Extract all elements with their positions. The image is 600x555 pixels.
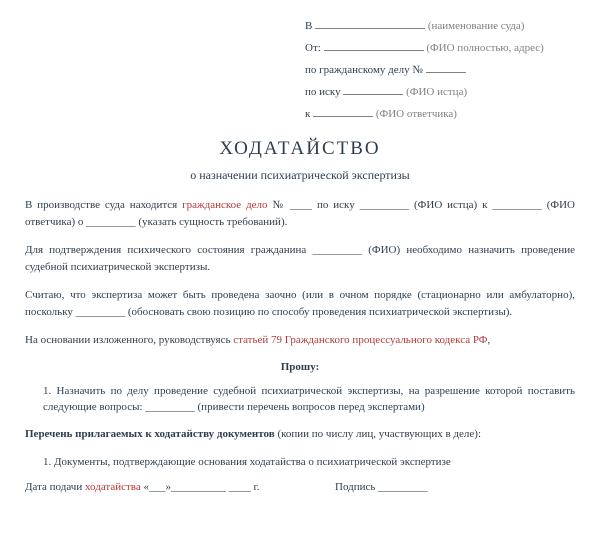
plaintiff-blank bbox=[343, 94, 403, 95]
from-blank bbox=[324, 50, 424, 51]
case-number-line: по гражданскому делу № bbox=[305, 64, 575, 76]
footer-signature: Подпись _________ bbox=[335, 481, 428, 493]
court-name-line: В (наименование суда) bbox=[305, 20, 575, 32]
p4-text-b: , bbox=[488, 334, 491, 346]
court-hint: (наименование суда) bbox=[428, 20, 525, 32]
court-blank bbox=[315, 28, 425, 29]
footer-red-link: ходатайства bbox=[85, 481, 141, 493]
p4-red-link: статьей 79 Гражданского процессуального … bbox=[233, 334, 487, 346]
plaintiff-hint: (ФИО истца) bbox=[406, 86, 467, 98]
paragraph-opinion: Считаю, что экспертиза может быть провед… bbox=[25, 287, 575, 320]
ask-heading: Прошу: bbox=[25, 361, 575, 373]
attachments-suffix: (копии по числу лиц, участвующих в деле)… bbox=[277, 428, 481, 440]
case-number-label: по гражданскому делу № bbox=[305, 64, 423, 76]
p1-text-a: В производстве суда находится bbox=[25, 199, 182, 211]
from-prefix: От: bbox=[305, 42, 321, 54]
attachment-item-1: 1. Документы, подтверждающие основания х… bbox=[43, 454, 575, 471]
attachments-bold: Перечень прилагаемых к ходатайству докум… bbox=[25, 428, 277, 440]
case-number-blank bbox=[426, 72, 466, 73]
footer-date-label: Дата подачи bbox=[25, 481, 85, 493]
court-prefix: В bbox=[305, 20, 312, 32]
footer-date-blank: «___»__________ ____ г. bbox=[141, 481, 260, 493]
plaintiff-prefix: по иску bbox=[305, 86, 341, 98]
request-item-1: 1. Назначить по делу проведение судебной… bbox=[43, 383, 575, 416]
paragraph-confirmation: Для подтверждения психического состояния… bbox=[25, 242, 575, 275]
from-hint: (ФИО полностью, адрес) bbox=[426, 42, 544, 54]
p1-red-link: гражданское дело bbox=[182, 199, 267, 211]
paragraph-case-info: В производстве суда находится гражданско… bbox=[25, 197, 575, 230]
paragraph-basis: На основании изложенного, руководствуясь… bbox=[25, 332, 575, 349]
from-line: От: (ФИО полностью, адрес) bbox=[305, 42, 575, 54]
plaintiff-line: по иску (ФИО истца) bbox=[305, 86, 575, 98]
defendant-blank bbox=[313, 116, 373, 117]
defendant-line: к (ФИО ответчика) bbox=[305, 108, 575, 120]
defendant-prefix: к bbox=[305, 108, 310, 120]
document-subtitle: о назначении психиатрической экспертизы bbox=[25, 168, 575, 183]
p4-text-a: На основании изложенного, руководствуясь bbox=[25, 334, 233, 346]
attachments-heading: Перечень прилагаемых к ходатайству докум… bbox=[25, 426, 575, 443]
defendant-hint: (ФИО ответчика) bbox=[376, 108, 457, 120]
footer-date-signature: Дата подачи ходатайства «___»__________ … bbox=[25, 481, 575, 493]
document-title: ХОДАТАЙСТВО bbox=[25, 138, 575, 160]
